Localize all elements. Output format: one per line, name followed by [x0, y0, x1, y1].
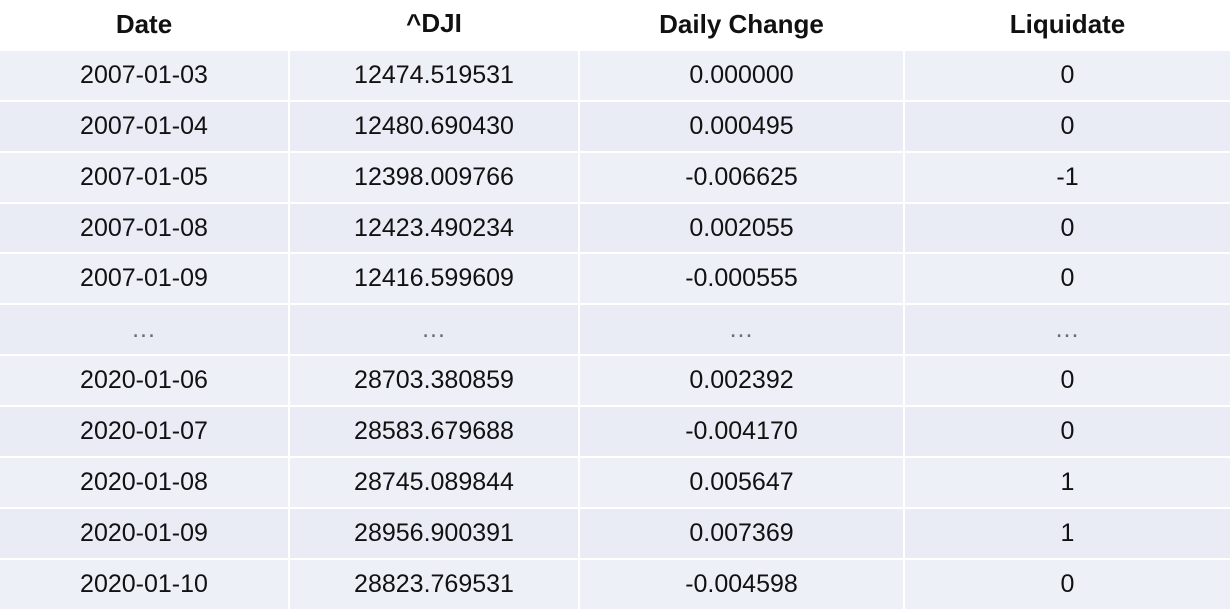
cell-dji: 12480.690430: [290, 101, 580, 153]
cell-liquidate: 1: [905, 508, 1230, 560]
cell-dji: 28703.380859: [290, 356, 580, 408]
cell-date: 2020-01-07: [0, 407, 290, 459]
cell-daily-change: 0.000495: [580, 101, 905, 153]
cell-dji: 12474.519531: [290, 50, 580, 102]
cell-dji: 28823.769531: [290, 559, 580, 611]
cell-daily-change: 0.007369: [580, 508, 905, 560]
cell-date: 2007-01-09: [0, 254, 290, 306]
cell-daily-change: ...: [580, 305, 905, 357]
cell-liquidate: 0: [905, 50, 1230, 102]
cell-daily-change: 0.002392: [580, 356, 905, 408]
cell-liquidate: ...: [905, 305, 1230, 357]
cell-liquidate: -1: [905, 152, 1230, 204]
cell-date: ...: [0, 305, 290, 357]
cell-date: 2007-01-04: [0, 101, 290, 153]
cell-daily-change: -0.006625: [580, 152, 905, 204]
cell-liquidate: 0: [905, 559, 1230, 611]
cell-dji: 28583.679688: [290, 407, 580, 459]
cell-dji: 28956.900391: [290, 508, 580, 560]
cell-daily-change: -0.000555: [580, 254, 905, 306]
cell-date: 2020-01-08: [0, 458, 290, 509]
cell-date: 2007-01-03: [0, 50, 290, 102]
cell-liquidate: 1: [905, 458, 1230, 509]
cell-liquidate: 0: [905, 254, 1230, 306]
cell-daily-change: 0.005647: [580, 458, 905, 509]
cell-liquidate: 0: [905, 203, 1230, 255]
cell-daily-change: 0.002055: [580, 203, 905, 255]
cell-liquidate: 0: [905, 101, 1230, 153]
cell-date: 2020-01-10: [0, 559, 290, 611]
header-date: Date: [0, 0, 290, 51]
header-liquidate: Liquidate: [905, 0, 1230, 51]
cell-date: 2007-01-05: [0, 152, 290, 204]
cell-date: 2020-01-09: [0, 508, 290, 560]
cell-dji: 12416.599609: [290, 254, 580, 306]
cell-dji: 12423.490234: [290, 203, 580, 255]
header-daily-change: Daily Change: [580, 0, 905, 51]
cell-dji: 28745.089844: [290, 458, 580, 509]
cell-daily-change: -0.004598: [580, 559, 905, 611]
cell-liquidate: 0: [905, 407, 1230, 459]
cell-liquidate: 0: [905, 356, 1230, 408]
header-dji: ^DJI: [290, 0, 580, 51]
cell-daily-change: 0.000000: [580, 50, 905, 102]
cell-date: 2020-01-06: [0, 356, 290, 408]
cell-date: 2007-01-08: [0, 203, 290, 255]
cell-dji: ...: [290, 305, 580, 357]
cell-dji: 12398.009766: [290, 152, 580, 204]
cell-daily-change: -0.004170: [580, 407, 905, 459]
